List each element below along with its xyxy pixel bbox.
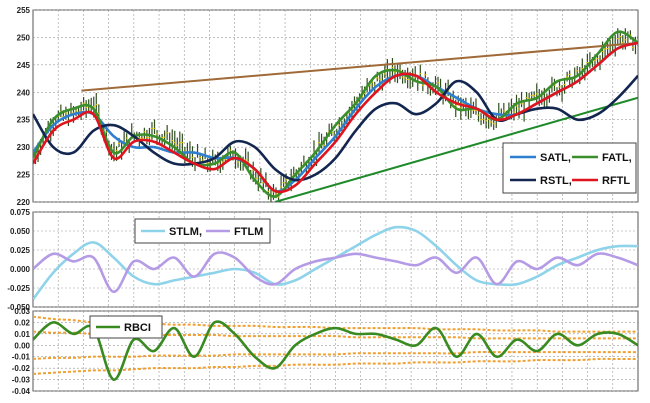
y-tick-label: 250 [17, 33, 31, 42]
resistance-trendline [81, 41, 638, 92]
y-tick-label: 0.000 [10, 265, 31, 274]
y-tick-label: -0.02 [12, 364, 31, 373]
series-rbci-line [33, 320, 638, 381]
legend-fatl-label: FATL, [602, 152, 632, 164]
y-tick-label: 0.03 [14, 307, 30, 316]
y-tick-label: -0.04 [12, 387, 31, 396]
y-tick-label: 225 [17, 171, 31, 180]
price-panel: 220 225 230 235 240 245 250 255 [17, 6, 639, 207]
y-tick-label: -0.01 [12, 353, 31, 362]
stlm-ftlm-legend: STLM, FTLM [134, 218, 271, 244]
y-tick-label: 0.075 [10, 208, 31, 217]
plot-content [33, 28, 638, 202]
band-lower-outer [33, 357, 638, 375]
y-tick-label: -0.03 [12, 376, 31, 385]
plot-area [32, 211, 639, 308]
legend-stlm-label: STLM, [169, 226, 202, 238]
legend-rstl-label: RSTL, [540, 175, 572, 187]
series-rstl-line [33, 74, 638, 182]
legend-satl-label: SATL, [540, 152, 571, 164]
support-trendline [274, 96, 638, 202]
y-tick-label: -0.050 [7, 303, 30, 312]
y-tick-label: 230 [17, 143, 31, 152]
legend-ftlm-label: FTLM [234, 226, 263, 238]
legend-rbci-label: RBCI [124, 322, 151, 334]
rbci-legend: RBCI [89, 315, 163, 339]
legend-rftl-label: RFTL [602, 175, 630, 187]
stlm-ftlm-panel: -0.050 -0.025 0.000 0.025 0.050 0.075 [7, 208, 639, 312]
y-tick-label: 220 [17, 198, 31, 207]
y-tick-label: 0.01 [14, 330, 30, 339]
y-tick-label: 255 [17, 6, 31, 15]
band-lower-inner [33, 351, 638, 360]
y-tick-label: 0.00 [14, 341, 30, 350]
series-ftlm-line [33, 251, 638, 294]
y-tick-label: 235 [17, 116, 31, 125]
plot-content [33, 225, 638, 301]
y-tick-label: 245 [17, 61, 31, 70]
series-rftl-line [33, 41, 638, 194]
y-tick-label: 0.025 [10, 246, 31, 255]
y-tick-label: -0.025 [7, 284, 30, 293]
price-legend: SATL, FATL, RSTL, RFTL [502, 142, 637, 194]
y-tick-label: 0.02 [14, 318, 30, 327]
y-tick-label: 0.050 [10, 227, 31, 236]
y-tick-label: 240 [17, 88, 31, 97]
